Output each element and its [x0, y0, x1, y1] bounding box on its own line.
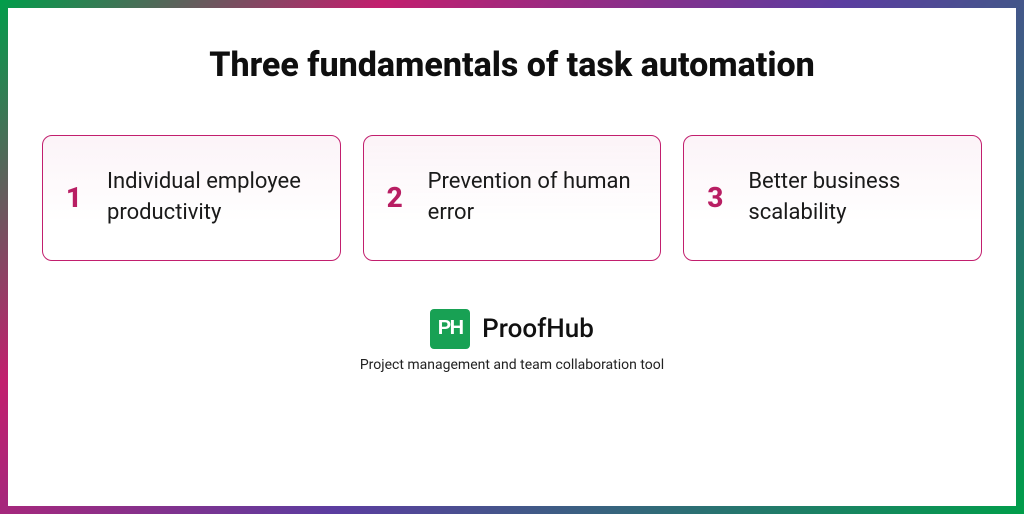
- gradient-frame: Three fundamentals of task automation 1 …: [0, 0, 1024, 514]
- card-number: 2: [384, 184, 406, 212]
- card-1: 1 Individual employee productivity: [42, 135, 341, 261]
- card-2: 2 Prevention of human error: [363, 135, 662, 261]
- card-number: 3: [704, 184, 726, 212]
- card-row: 1 Individual employee productivity 2 Pre…: [42, 135, 982, 261]
- content-panel: Three fundamentals of task automation 1 …: [8, 8, 1016, 506]
- brand-block: PH ProofHub Project management and team …: [360, 309, 664, 373]
- card-text: Better business scalability: [748, 167, 961, 229]
- card-number: 1: [63, 184, 85, 212]
- card-text: Prevention of human error: [428, 167, 641, 229]
- brand-name: ProofHub: [482, 314, 594, 344]
- brand-row: PH ProofHub: [430, 309, 594, 349]
- logo-icon: PH: [430, 309, 470, 349]
- card-text: Individual employee productivity: [107, 167, 320, 229]
- page-title: Three fundamentals of task automation: [209, 44, 815, 87]
- card-3: 3 Better business scalability: [683, 135, 982, 261]
- brand-tagline: Project management and team collaboratio…: [360, 357, 664, 373]
